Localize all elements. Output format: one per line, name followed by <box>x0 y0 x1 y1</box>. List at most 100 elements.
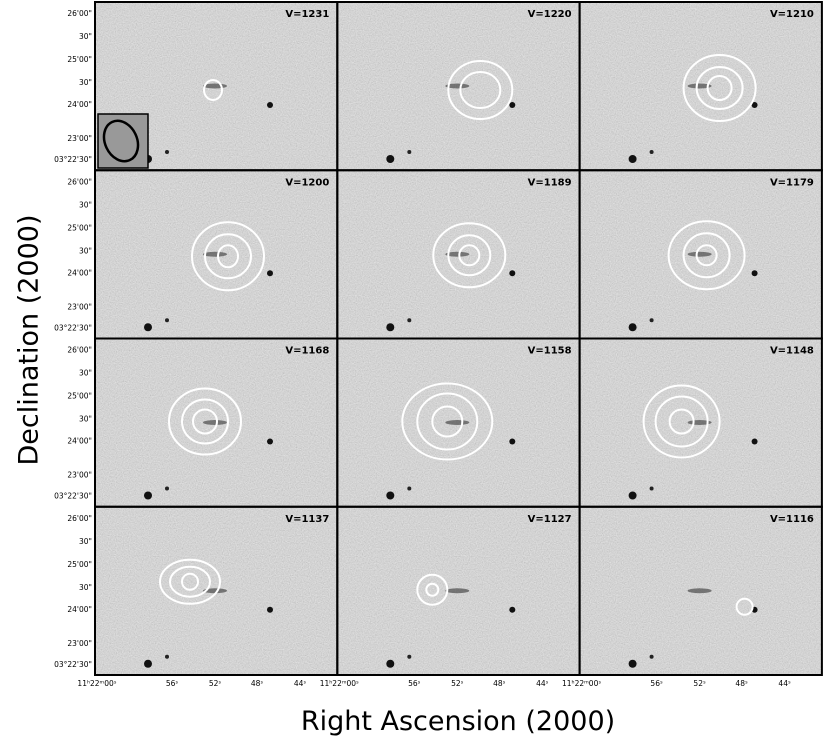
contour <box>168 387 242 456</box>
contour <box>654 395 709 448</box>
star <box>628 323 637 332</box>
contour <box>642 384 721 459</box>
velocity-label: V=1200 <box>285 177 329 188</box>
contour <box>191 221 265 292</box>
star <box>628 155 637 163</box>
x-tick-label: 48ˢ <box>251 679 264 688</box>
contour <box>431 405 464 438</box>
galaxy <box>203 420 227 425</box>
star <box>165 150 169 154</box>
star <box>649 318 654 323</box>
contour <box>203 79 223 101</box>
star <box>267 102 273 108</box>
y-tick-label: 25'00" <box>67 560 92 569</box>
galaxy <box>445 420 470 425</box>
galaxy <box>203 251 227 257</box>
velocity-label: V=1210 <box>770 9 814 20</box>
star <box>628 491 637 500</box>
star <box>649 654 654 659</box>
star <box>509 102 516 108</box>
y-axis-label: Declination (2000) <box>14 215 45 466</box>
velocity-label: V=1116 <box>770 514 814 525</box>
y-tick-label: 30" <box>79 78 92 87</box>
star <box>751 270 758 277</box>
x-tick-label: 11ʰ22ᵐ00ˢ <box>320 679 359 688</box>
velocity-label: V=1231 <box>285 9 329 20</box>
star <box>267 438 273 445</box>
y-tick-label: 30" <box>79 369 92 378</box>
x-tick-label: 48ˢ <box>493 679 506 688</box>
contour <box>668 408 695 435</box>
x-axis-label: Right Ascension (2000) <box>301 706 615 737</box>
galaxy <box>687 83 712 89</box>
velocity-label: V=1220 <box>528 9 572 20</box>
panel-frame <box>578 505 823 676</box>
x-tick-label: 11ʰ22ᵐ00ˢ <box>77 679 116 688</box>
contour <box>667 220 746 291</box>
contour <box>181 398 229 445</box>
star <box>407 654 412 659</box>
star <box>144 491 152 500</box>
star <box>386 659 395 668</box>
star <box>407 486 412 491</box>
star <box>267 270 273 277</box>
y-tick-label: 23'00" <box>67 302 92 311</box>
contour <box>458 244 481 267</box>
y-tick-label: 23'00" <box>67 471 92 480</box>
y-tick-label: 26'00" <box>67 177 92 186</box>
star <box>386 155 395 163</box>
velocity-label: V=1168 <box>285 346 329 357</box>
y-tick-label: 24'00" <box>67 268 92 277</box>
x-tick-label: 56ˢ <box>650 679 663 688</box>
galaxy <box>687 588 712 594</box>
y-tick-label: 26'00" <box>67 514 92 523</box>
y-tick-label: 30" <box>79 583 92 592</box>
contour <box>682 232 731 279</box>
star <box>144 659 152 668</box>
galaxy <box>203 588 227 594</box>
star <box>628 659 637 668</box>
star <box>267 606 273 613</box>
star <box>386 323 395 332</box>
contour <box>204 233 252 280</box>
y-tick-label: 25'00" <box>67 55 92 64</box>
x-tick-label: 56ˢ <box>166 679 179 688</box>
velocity-label: V=1148 <box>770 346 814 357</box>
contour <box>695 66 744 110</box>
galaxy <box>445 83 470 89</box>
contour <box>447 234 492 277</box>
y-tick-label: 03°22'30" <box>54 660 92 669</box>
star <box>165 318 169 323</box>
x-tick-label: 48ˢ <box>735 679 748 688</box>
x-tick-label: 44ˢ <box>294 679 307 688</box>
star <box>144 323 152 332</box>
star <box>509 606 516 613</box>
contour <box>432 222 507 289</box>
star <box>509 270 516 277</box>
contour <box>416 573 449 606</box>
contour <box>706 75 733 101</box>
y-tick-label: 23'00" <box>67 134 92 143</box>
y-tick-label: 03°22'30" <box>54 323 92 332</box>
x-tick-label: 11ʰ22ᵐ00ˢ <box>562 679 601 688</box>
x-tick-label: 44ˢ <box>778 679 791 688</box>
star <box>509 438 516 445</box>
y-tick-label: 30" <box>79 246 92 255</box>
contour <box>192 408 218 435</box>
contour <box>695 244 718 267</box>
velocity-label: V=1137 <box>285 514 329 525</box>
contour <box>217 244 239 269</box>
star <box>407 150 412 154</box>
x-tick-label: 56ˢ <box>408 679 421 688</box>
x-tick-label: 52ˢ <box>209 679 222 688</box>
y-tick-label: 24'00" <box>67 437 92 446</box>
y-tick-label: 30" <box>79 537 92 546</box>
velocity-label: V=1179 <box>770 177 814 188</box>
y-tick-label: 24'00" <box>67 605 92 614</box>
galaxy <box>445 588 470 594</box>
contour <box>169 565 211 598</box>
star <box>386 491 395 500</box>
contour <box>416 392 479 451</box>
y-tick-label: 30" <box>79 200 92 209</box>
